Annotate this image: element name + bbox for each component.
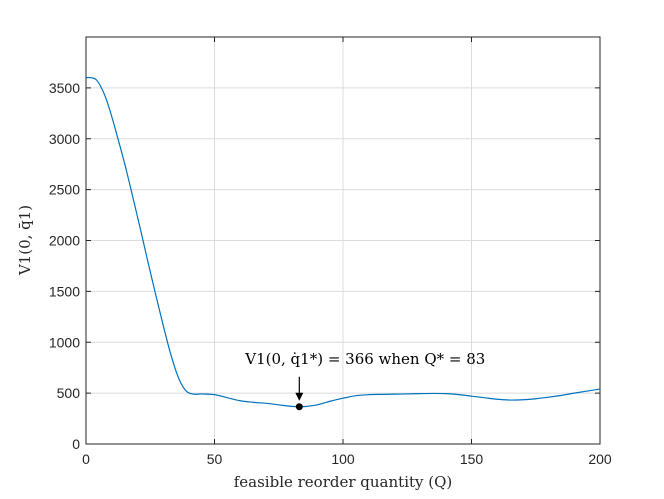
x-tick-label: 100 (331, 451, 355, 467)
y-tick-label: 1500 (49, 283, 80, 299)
y-tick-label: 3000 (49, 131, 80, 147)
x-tick-label: 200 (588, 451, 612, 467)
x-tick-label: 50 (207, 451, 223, 467)
y-axis-label: V1(0, q̄1) (16, 205, 34, 276)
y-tick-label: 2500 (49, 182, 80, 198)
series-group (85, 76, 601, 408)
x-axis-label: feasible reorder quantity (Q) (234, 473, 453, 491)
y-tick-label: 500 (57, 385, 81, 401)
minimum-point (295, 403, 303, 411)
series-line (85, 76, 601, 408)
y-tick-label: 0 (72, 436, 80, 452)
annotation: V1(0, q̇1*) = 366 when Q* = 83 (244, 350, 485, 411)
annotation-arrowhead (295, 392, 304, 401)
y-tick-label: 1000 (49, 334, 80, 350)
grid (86, 37, 600, 444)
ticks (85, 37, 601, 445)
annotation-label: V1(0, q̇1*) = 366 when Q* = 83 (244, 350, 485, 368)
y-tick-label: 3500 (49, 80, 80, 96)
x-tick-label: 150 (460, 451, 484, 467)
x-tick-label: 0 (82, 451, 90, 467)
y-tick-label: 2000 (49, 233, 80, 249)
